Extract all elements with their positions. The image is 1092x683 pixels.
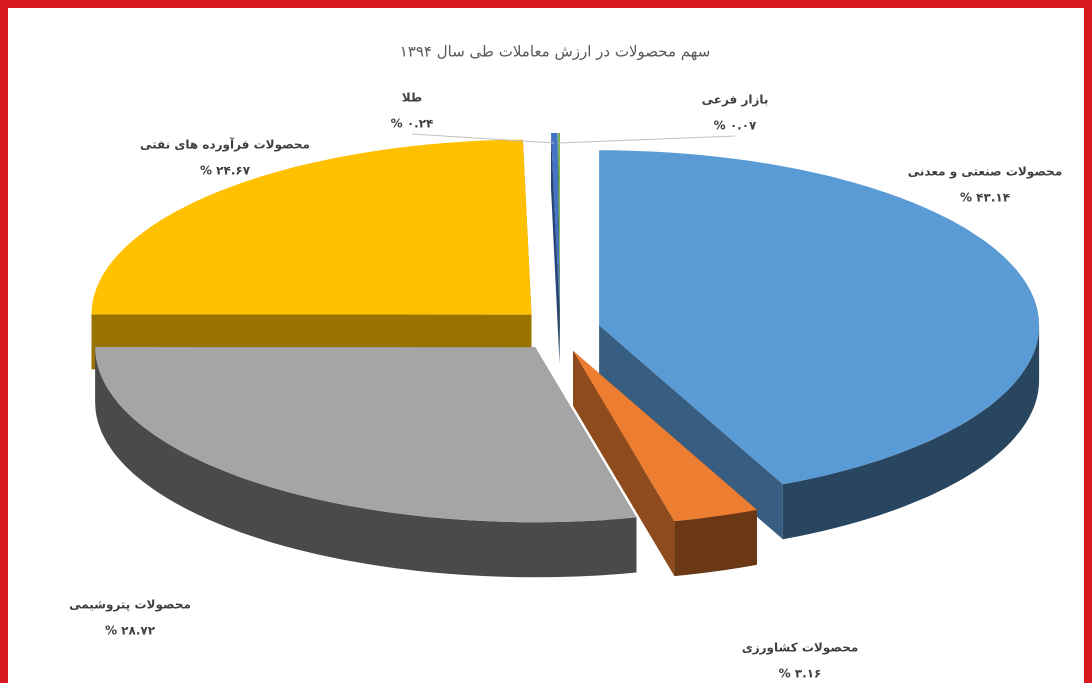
category-label: محصولات کشاورزی bbox=[742, 641, 859, 656]
slice-wall bbox=[599, 325, 783, 540]
category-label: محصولات صنعتی و معدنی bbox=[908, 165, 1063, 180]
value-label: % ۴۳.۱۴ bbox=[960, 191, 1010, 205]
slice bbox=[91, 139, 532, 315]
value-label: % ۲۴.۶۷ bbox=[200, 164, 251, 178]
chart-title: سهم محصولات در ارزش معاملات طی سال ۱۳۹۴ bbox=[400, 43, 711, 61]
slice bbox=[551, 133, 560, 363]
slice bbox=[599, 150, 1040, 485]
value-label: % ۰.۰۷ bbox=[714, 119, 757, 133]
slice bbox=[95, 347, 637, 523]
slice bbox=[91, 139, 532, 370]
slice-side bbox=[674, 509, 757, 577]
category-label: بازار فرعی bbox=[702, 93, 769, 107]
slice bbox=[95, 347, 637, 578]
slice bbox=[573, 350, 757, 522]
leader-line bbox=[411, 133, 555, 144]
slice-side bbox=[95, 347, 637, 578]
slice bbox=[599, 150, 1040, 540]
value-label: % ۲۸.۷۲ bbox=[105, 624, 156, 638]
slice-wall bbox=[573, 350, 675, 577]
leader-line bbox=[558, 135, 736, 144]
category-label: طلا bbox=[402, 91, 422, 105]
value-label: % ۳.۱۶ bbox=[779, 667, 822, 681]
value-label: % ۰.۲۴ bbox=[391, 117, 434, 131]
category-label: محصولات فرآورده های نفتی bbox=[140, 137, 310, 153]
slice bbox=[551, 133, 560, 308]
slice bbox=[573, 350, 757, 577]
slice bbox=[558, 133, 560, 308]
category-label: محصولات پتروشیمی bbox=[69, 598, 191, 613]
slice-wall bbox=[551, 133, 560, 363]
slice-side bbox=[782, 325, 1040, 540]
